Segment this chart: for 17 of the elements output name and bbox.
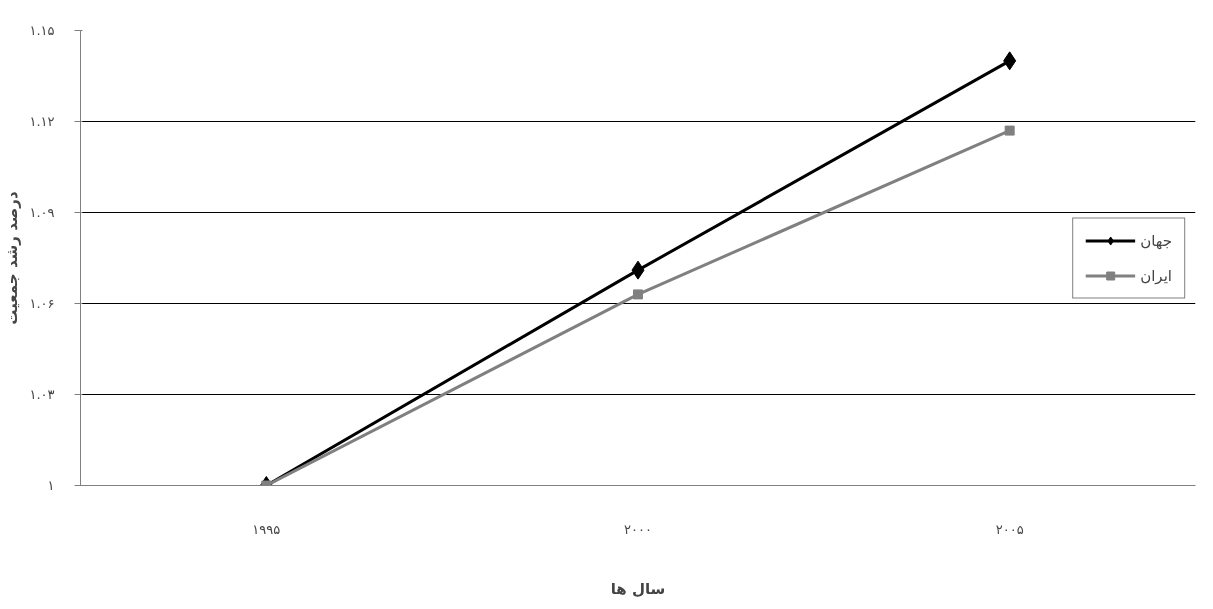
y-tick-label: ۱.۱۵ — [29, 23, 55, 38]
x-axis-title: سال ها — [610, 579, 666, 598]
x-tick-label: ۱۹۹۵ — [252, 521, 281, 537]
legend-label: جهان — [1140, 231, 1172, 249]
x-tick-label: ۲۰۰۰ — [624, 521, 652, 537]
y-tick-label: ۱.۰۳ — [29, 387, 55, 402]
y-tick-label: ۱.۰۹ — [29, 205, 55, 220]
point — [633, 289, 643, 300]
y-tick-label: ۱.۱۲ — [29, 114, 55, 129]
y-axis-title: درصد رشد جمعیت — [3, 191, 22, 325]
x-tick-label: ۲۰۰۵ — [995, 521, 1024, 537]
point — [1004, 125, 1015, 136]
legend-label: ایران — [1140, 266, 1172, 284]
y-tick-label: ۱.۰۶ — [29, 296, 55, 311]
y-tick-label: ۱ — [47, 478, 55, 493]
point — [1003, 51, 1017, 71]
point — [631, 260, 645, 280]
